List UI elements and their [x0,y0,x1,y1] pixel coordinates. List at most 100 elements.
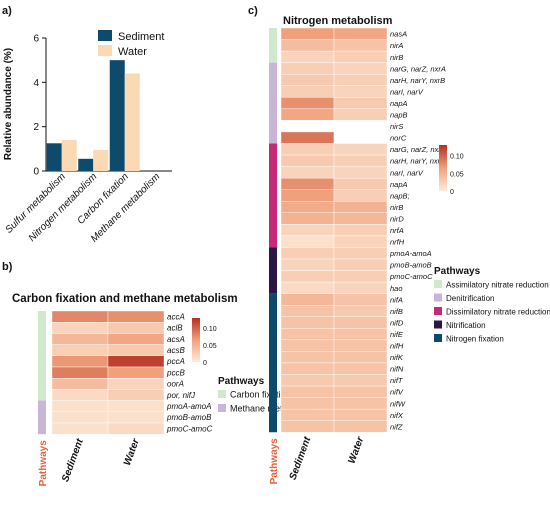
column-label: Sediment [288,435,314,482]
heatmap-cell [280,73,335,86]
heatmap-cell [333,39,388,52]
heatmap-cell [280,189,335,202]
row-label: acsB [167,346,185,355]
row-label: nirA [390,41,403,50]
pathway-legend-title: Pathways [218,376,265,387]
pathway-legend-label: Assimilatory nitrate reduction [446,281,549,290]
heatmap-cell [280,120,335,133]
heatmap-cell [333,328,388,341]
heatmap-cell [333,143,388,156]
pathway-strip-segment [269,293,277,433]
row-label: nirD [390,214,404,223]
heatmap-cell [333,212,388,225]
heatmap-cell [333,131,388,144]
row-label: pmoA-amoA [166,402,211,411]
heatmap-cell [280,397,335,410]
pathway-strip-segment [269,62,277,144]
pathway-legend-label: Carbon fixation [230,390,291,400]
row-label: napB [390,111,408,120]
y-axis-label: Relative abundance (%) [3,48,14,160]
heatmap-cell [280,351,335,364]
pathways-axis-label: Pathways [269,438,280,485]
heatmap-cell [333,97,388,110]
heatmap-cell [280,143,335,156]
row-label: pmoA-amoA [389,249,432,258]
colorbar-tick-label: 0.10 [450,154,464,161]
panel-label-a: a) [2,5,12,17]
heatmap-cell [333,189,388,202]
heatmap-b-title: Carbon fixation and methane metabolism [12,293,238,305]
row-label: nifD [390,318,404,327]
row-label: napA [390,180,408,189]
row-label: nifA [390,295,403,304]
row-label: narG, narZ, nxrA [390,145,446,154]
heatmap-cell [280,177,335,190]
pathways-axis-label: Pathways [38,440,49,487]
heatmap-cell [280,27,335,40]
heatmap-cell [51,344,109,357]
bar-sediment [46,143,62,171]
heatmap-cell [333,281,388,294]
heatmap-cell [107,411,165,424]
row-label: nirB [390,53,403,62]
row-label: nifZ [390,422,403,431]
heatmap-cell [280,62,335,75]
row-label: norC [390,134,407,143]
heatmap-cell [51,355,109,368]
heatmap-cell [333,351,388,364]
heatmap-cell [51,422,109,435]
heatmap-cell [280,212,335,225]
heatmap-cell [333,420,388,433]
heatmap-cell [333,362,388,375]
row-label: pmoC-amoC [166,424,213,433]
row-label: nrfH [390,238,405,247]
colorbar [439,145,447,191]
heatmap-cell [333,408,388,421]
heatmap-cell [280,293,335,306]
heatmap-cell [280,131,335,144]
heatmap-cell [280,270,335,283]
pathway-strip-segment [269,247,277,294]
heatmap-cell [280,258,335,271]
pathway-strip-segment [38,311,46,401]
row-label: nifB [390,307,403,316]
row-label: nirB [390,203,403,212]
panel-label-c: c) [248,5,258,17]
pathway-legend-title: Pathways [434,266,481,277]
pathway-legend-swatch [434,280,442,288]
pathway-legend-label: Nitrogen fixation [446,335,504,344]
heatmap-cell [333,374,388,387]
row-label: pccB [166,368,185,377]
colorbar [192,318,200,362]
row-label: pmoB-amoB [389,261,432,270]
column-label: Sediment [60,437,86,484]
heatmap-cell [280,166,335,179]
y-tick-label: 4 [33,78,39,89]
heatmap-cell [280,281,335,294]
heatmap-cell [333,397,388,410]
heatmap-cell [333,73,388,86]
heatmap-cell [333,27,388,40]
row-label: nirS [390,122,403,131]
heatmap-cell [280,235,335,248]
heatmap-cell [333,62,388,75]
heatmap-cell [333,166,388,179]
heatmap-cell [107,366,165,379]
heatmap-cell [107,378,165,390]
row-label: narI, narV [390,87,424,96]
heatmap-panel-b: Carbon fixation and methane metabolism a… [12,293,314,486]
heatmap-cell [280,328,335,341]
pathway-legend-swatch [434,293,442,302]
pathway-strip-segment [38,400,46,435]
heatmap-cell [280,39,335,52]
legend-swatch [98,30,112,41]
heatmap-cell [51,378,109,390]
heatmap-panel-c: Nitrogen metabolism nasA nirA nirB narG, na… [269,15,550,484]
heatmap-cell [107,310,165,323]
bar-water [124,73,140,171]
heatmap-cell [280,108,335,121]
heatmap-cell [333,120,388,133]
heatmap-cell [51,310,109,323]
heatmap-cell [107,333,165,345]
